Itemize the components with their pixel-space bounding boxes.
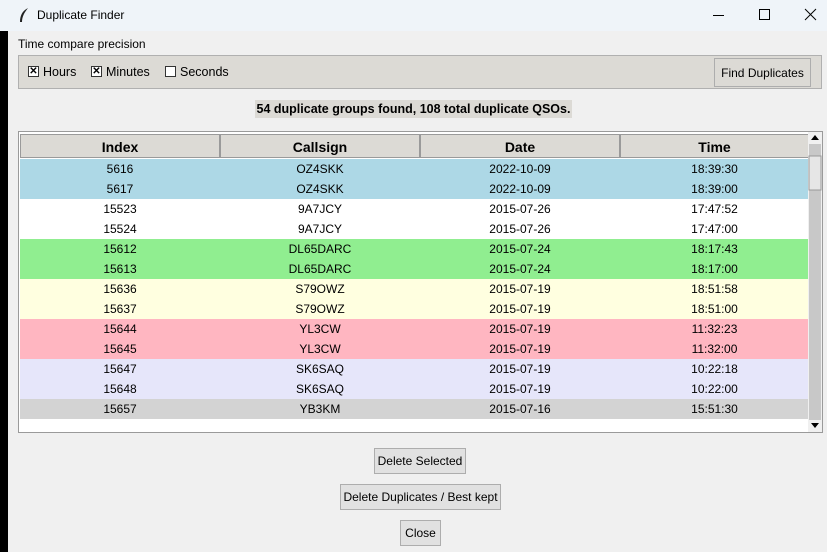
- table-row[interactable]: 15657 YB3KM 2015-07-16 15:51:30: [20, 399, 809, 419]
- table-cell: YL3CW: [299, 342, 341, 356]
- table-cell: 15648: [103, 382, 137, 396]
- frame-label: Time compare precision: [18, 37, 146, 51]
- find-duplicates-button[interactable]: Find Duplicates: [714, 58, 811, 87]
- table-row[interactable]: 15644 YL3CW 2015-07-19 11:32:23: [20, 319, 809, 339]
- column-header[interactable]: Index: [20, 134, 220, 158]
- checkbox[interactable]: [165, 66, 176, 77]
- table-cell: 2015-07-26: [489, 222, 551, 236]
- table-cell: SK6SAQ: [295, 362, 345, 376]
- precision-frame: [18, 55, 822, 89]
- column-header[interactable]: Time: [620, 134, 809, 158]
- table-cell: 15524: [103, 222, 137, 236]
- checkbox[interactable]: ✕: [91, 66, 102, 77]
- table-cell: DL65DARC: [288, 242, 352, 256]
- window-controls[interactable]: [700, 0, 827, 31]
- status-wrap: 54 duplicate groups found, 108 total dup…: [0, 100, 827, 118]
- column-header[interactable]: Callsign: [220, 134, 420, 158]
- table-cell: 2015-07-24: [489, 242, 551, 256]
- table-header: Index Callsign Date Time: [20, 134, 809, 158]
- table-cell: 18:17:43: [691, 242, 738, 256]
- table-row[interactable]: 15648 SK6SAQ 2015-07-19 10:22:00: [20, 379, 809, 399]
- table-cell: 10:22:18: [691, 362, 738, 376]
- table-cell: 18:39:00: [691, 182, 738, 196]
- left-edge: [0, 31, 8, 552]
- table-cell: 15637: [103, 302, 137, 316]
- title-bar: Duplicate Finder: [0, 0, 827, 31]
- scrollbar[interactable]: [808, 132, 822, 432]
- table-cell: 11:32:23: [691, 322, 738, 336]
- table-cell: 15645: [103, 342, 137, 356]
- table-cell: YB3KM: [299, 402, 341, 416]
- table-row[interactable]: 15524 9A7JCY 2015-07-26 17:47:00: [20, 219, 809, 239]
- table-row[interactable]: 15612 DL65DARC 2015-07-24 18:17:43: [20, 239, 809, 259]
- table-cell: 10:22:00: [691, 382, 738, 396]
- window-title: Duplicate Finder: [37, 8, 125, 22]
- table-cell: 15:51:30: [691, 402, 738, 416]
- table-cell: 15657: [103, 402, 137, 416]
- checkbox-label[interactable]: Minutes: [106, 65, 150, 79]
- delete-selected-button[interactable]: Delete Selected: [374, 448, 466, 474]
- table-cell: 18:51:00: [691, 302, 738, 316]
- checkbox-label[interactable]: Hours: [43, 65, 77, 79]
- table-cell: 15612: [103, 242, 137, 256]
- status-label: 54 duplicate groups found, 108 total dup…: [254, 100, 573, 118]
- table-cell: 2015-07-19: [489, 282, 551, 296]
- table-cell: S79OWZ: [295, 282, 345, 296]
- table: Index Callsign Date Time 5616 OZ4SKK 2022-10-…: [18, 131, 823, 433]
- table-cell: DL65DARC: [288, 262, 352, 276]
- table-cell: S79OWZ: [295, 302, 345, 316]
- delete-duplicates-button[interactable]: Delete Duplicates / Best kept: [340, 484, 501, 510]
- scrollbar-graphic: [808, 135, 822, 428]
- table-body: 5616 OZ4SKK 2022-10-09 18:39:30 5617 OZ4SKK 20…: [20, 159, 809, 431]
- checkbox[interactable]: ✕: [28, 66, 39, 77]
- table-cell: 2022-10-09: [489, 162, 551, 176]
- table-cell: OZ4SKK: [296, 182, 344, 196]
- table-row[interactable]: 15523 9A7JCY 2015-07-26 17:47:52: [20, 199, 809, 219]
- table-cell: 18:39:30: [691, 162, 738, 176]
- table-cell: 18:17:00: [691, 262, 738, 276]
- table-cell: 15647: [103, 362, 137, 376]
- table-cell: 2015-07-19: [489, 362, 551, 376]
- table-cell: 2015-07-19: [489, 322, 551, 336]
- table-cell: 15613: [103, 262, 137, 276]
- close-button[interactable]: Close: [400, 520, 441, 546]
- table-row[interactable]: 15637 S79OWZ 2015-07-19 18:51:00: [20, 299, 809, 319]
- table-row[interactable]: 5616 OZ4SKK 2022-10-09 18:39:30: [20, 159, 809, 179]
- checkbox-label[interactable]: Seconds: [180, 65, 229, 79]
- table-cell: YL3CW: [299, 322, 341, 336]
- table-row[interactable]: 15636 S79OWZ 2015-07-19 18:51:58: [20, 279, 809, 299]
- table-cell: 2015-07-19: [489, 302, 551, 316]
- table-cell: 15644: [103, 322, 137, 336]
- table-cell: 9A7JCY: [297, 202, 343, 216]
- table-cell: SK6SAQ: [295, 382, 345, 396]
- table-row[interactable]: 5617 OZ4SKK 2022-10-09 18:39:00: [20, 179, 809, 199]
- table-row[interactable]: 15613 DL65DARC 2015-07-24 18:17:00: [20, 259, 809, 279]
- table-cell: 17:47:00: [691, 222, 738, 236]
- table-cell: 11:32:00: [691, 342, 738, 356]
- table-row[interactable]: 15645 YL3CW 2015-07-19 11:32:00: [20, 339, 809, 359]
- table-cell: 5616: [106, 162, 134, 176]
- table-cell: 2015-07-24: [489, 262, 551, 276]
- table-cell: 2015-07-16: [489, 402, 551, 416]
- column-header[interactable]: Date: [420, 134, 620, 158]
- table-cell: 2015-07-26: [489, 202, 551, 216]
- table-row[interactable]: 15647 SK6SAQ 2015-07-19 10:22:18: [20, 359, 809, 379]
- app-icon: [20, 8, 28, 22]
- table-cell: 5617: [106, 182, 134, 196]
- table-cell: 2015-07-19: [489, 382, 551, 396]
- table-cell: 2022-10-09: [489, 182, 551, 196]
- table-cell: 9A7JCY: [297, 222, 343, 236]
- table-cell: OZ4SKK: [296, 162, 344, 176]
- table-cell: 15636: [103, 282, 137, 296]
- table-cell: 17:47:52: [691, 202, 738, 216]
- table-cell: 18:51:58: [691, 282, 738, 296]
- table-cell: 2015-07-19: [489, 342, 551, 356]
- table-cell: 15523: [103, 202, 137, 216]
